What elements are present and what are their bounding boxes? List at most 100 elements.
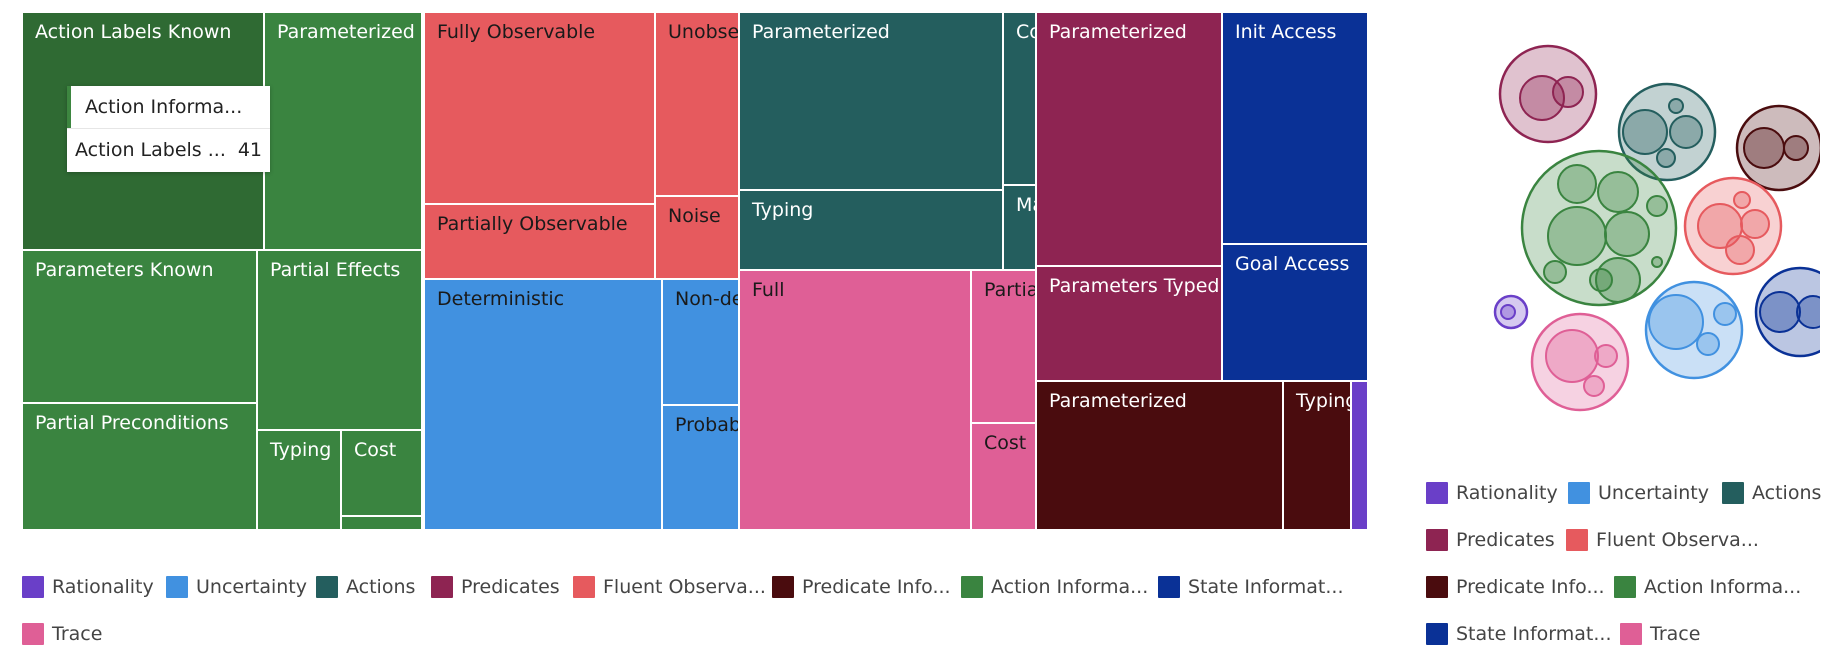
- tile-predicates-parameters-typed[interactable]: [1035, 265, 1223, 382]
- bubble-legend-item-state-information[interactable]: State Informat...: [1426, 623, 1612, 645]
- bubble-child-action-information-4[interactable]: [1604, 211, 1650, 257]
- bubble-fluent-observability[interactable]: [1683, 176, 1783, 276]
- tile-label-probabilistic: Probabilistic: [675, 414, 790, 436]
- bubble-state-information[interactable]: [1754, 266, 1820, 358]
- tile-trace-full[interactable]: [738, 269, 972, 531]
- treemap-legend-item-predicate-information[interactable]: Predicate Info...: [772, 576, 951, 598]
- tile-action-information-partial-effects[interactable]: [256, 249, 423, 431]
- bubble-child-fluent-observability-2[interactable]: [1725, 235, 1755, 265]
- bubble-child-rationality-0[interactable]: [1500, 304, 1516, 320]
- bubble-legend-item-trace[interactable]: Trace: [1620, 623, 1700, 645]
- tile-label-parameterized: Parameterized: [752, 21, 890, 43]
- bubble-child-fluent-observability-1[interactable]: [1740, 209, 1770, 239]
- bubble-rationality[interactable]: [1493, 294, 1529, 330]
- bubble-child-actions-0[interactable]: [1622, 109, 1668, 155]
- bubble-legend-swatch: [1426, 529, 1448, 551]
- bubble-child-actions-3[interactable]: [1656, 148, 1676, 168]
- tile-action-information-cost[interactable]: [340, 429, 423, 517]
- bubble-legend-label: Predicates: [1456, 529, 1555, 551]
- bubble-child-action-information-3[interactable]: [1547, 206, 1607, 266]
- bubble-legend-item-action-information[interactable]: Action Informa...: [1614, 576, 1801, 598]
- tile-fluent-observability-partially-observable[interactable]: [423, 203, 656, 280]
- bubble-predicates[interactable]: [1498, 44, 1598, 144]
- bubble-child-state-information-1[interactable]: [1796, 295, 1820, 329]
- tile-label-noise: Noise: [668, 205, 721, 227]
- tile-rationality-unlabeled[interactable]: [1350, 380, 1369, 531]
- tile-action-information-partial-preconditions[interactable]: [21, 402, 258, 531]
- tooltip-row: Action Labels ... 41: [67, 128, 270, 172]
- treemap-legend-swatch: [1158, 576, 1180, 598]
- treemap-legend-label: State Informat...: [1188, 576, 1344, 598]
- treemap-legend-item-actions[interactable]: Actions: [316, 576, 415, 598]
- tile-label-partially-observable: Partially Observable: [437, 213, 628, 235]
- bubble-child-uncertainty-0[interactable]: [1648, 294, 1704, 350]
- tile-uncertainty-deterministic[interactable]: [423, 278, 663, 531]
- tile-actions-parameterized[interactable]: [738, 11, 1004, 191]
- treemap-legend-label: Actions: [346, 576, 416, 598]
- tile-label-init-access: Init Access: [1235, 21, 1336, 43]
- tile-label-parameterized: Parameterized: [1049, 21, 1187, 43]
- tile-trace-cost[interactable]: [970, 422, 1037, 531]
- tile-predicate-information-parameterized[interactable]: [1035, 380, 1284, 531]
- treemap-legend-item-rationality[interactable]: Rationality: [22, 576, 154, 598]
- bubble-child-trace-1[interactable]: [1594, 344, 1618, 368]
- bubble-legend-item-rationality[interactable]: Rationality: [1426, 482, 1558, 504]
- bubble-legend-item-fluent-observability[interactable]: Fluent Observa...: [1566, 529, 1759, 551]
- tile-label-typing: Typing: [1295, 390, 1357, 412]
- bubble-child-fluent-observability-3[interactable]: [1733, 191, 1751, 209]
- tile-action-information-parameterized[interactable]: [263, 11, 423, 251]
- bubble-legend-item-uncertainty[interactable]: Uncertainty: [1568, 482, 1709, 504]
- bubble-child-action-information-5[interactable]: [1589, 268, 1613, 292]
- bubble-child-trace-2[interactable]: [1583, 375, 1605, 397]
- bubble-child-uncertainty-1[interactable]: [1713, 302, 1737, 326]
- bubble-child-action-information-6[interactable]: [1595, 257, 1641, 303]
- bubble-legend-item-predicate-information[interactable]: Predicate Info...: [1426, 576, 1605, 598]
- tile-predicates-parameterized[interactable]: [1035, 11, 1223, 267]
- bubble-legend-item-predicates[interactable]: Predicates: [1426, 529, 1555, 551]
- bubble-child-action-information-7[interactable]: [1651, 256, 1663, 268]
- treemap-legend-item-action-information[interactable]: Action Informa...: [961, 576, 1148, 598]
- tile-action-information-unlabeled[interactable]: [340, 515, 423, 531]
- treemap-legend-item-uncertainty[interactable]: Uncertainty: [166, 576, 307, 598]
- tile-action-information-parameters-known[interactable]: [21, 249, 258, 404]
- tile-label-macro: Macro: [1016, 194, 1074, 216]
- bubble-child-trace-0[interactable]: [1545, 329, 1599, 383]
- treemap-legend-item-fluent-observability[interactable]: Fluent Observa...: [573, 576, 766, 598]
- tile-fluent-observability-unobservable[interactable]: [654, 11, 740, 197]
- tile-uncertainty-probabilistic[interactable]: [661, 404, 740, 531]
- bubble-child-action-information-1[interactable]: [1597, 171, 1639, 213]
- treemap-legend-item-predicates[interactable]: Predicates: [431, 576, 560, 598]
- bubble-legend-label: Fluent Observa...: [1596, 529, 1759, 551]
- bubble-child-action-information-8[interactable]: [1543, 260, 1567, 284]
- bubble-child-state-information-0[interactable]: [1759, 291, 1801, 333]
- bubble-child-action-information-0[interactable]: [1557, 164, 1597, 204]
- bubble-legend-swatch: [1566, 529, 1588, 551]
- bubble-legend-swatch: [1722, 482, 1744, 504]
- bubble-child-uncertainty-2[interactable]: [1696, 332, 1720, 356]
- bubble-child-actions-1[interactable]: [1668, 98, 1684, 114]
- bubble-child-actions-2[interactable]: [1669, 115, 1703, 149]
- bubble-legend-swatch: [1426, 576, 1448, 598]
- treemap-legend-swatch: [22, 623, 44, 645]
- tile-trace-partial[interactable]: [970, 269, 1037, 424]
- bubble-predicate-information[interactable]: [1735, 104, 1820, 192]
- bubble-legend-swatch: [1426, 482, 1448, 504]
- bubble-legend-swatch: [1568, 482, 1590, 504]
- bubble-legend-item-actions[interactable]: Actions: [1722, 482, 1821, 504]
- tile-action-information-typing[interactable]: [256, 429, 342, 531]
- treemap-legend-item-trace[interactable]: Trace: [22, 623, 102, 645]
- bubble-legend-label: Trace: [1650, 623, 1701, 645]
- tooltip-group-label: Action Informa...: [67, 86, 270, 128]
- tile-label-cost: Cost: [354, 439, 396, 461]
- tile-actions-typing[interactable]: [738, 189, 1004, 271]
- tile-uncertainty-non-deterministic[interactable]: [661, 278, 740, 406]
- bubble-child-predicates-1[interactable]: [1552, 76, 1584, 108]
- treemap-legend-item-state-information[interactable]: State Informat...: [1158, 576, 1344, 598]
- bubble-child-action-information-2[interactable]: [1646, 195, 1668, 217]
- tile-label-conditional: Conditional: [1016, 21, 1124, 43]
- bubble-child-predicate-information-0[interactable]: [1743, 127, 1785, 169]
- bubble-child-predicate-information-1[interactable]: [1783, 135, 1809, 161]
- tile-state-information-init-access[interactable]: [1221, 11, 1369, 245]
- treemap-legend-swatch: [772, 576, 794, 598]
- tile-actions-macro[interactable]: [1002, 184, 1037, 271]
